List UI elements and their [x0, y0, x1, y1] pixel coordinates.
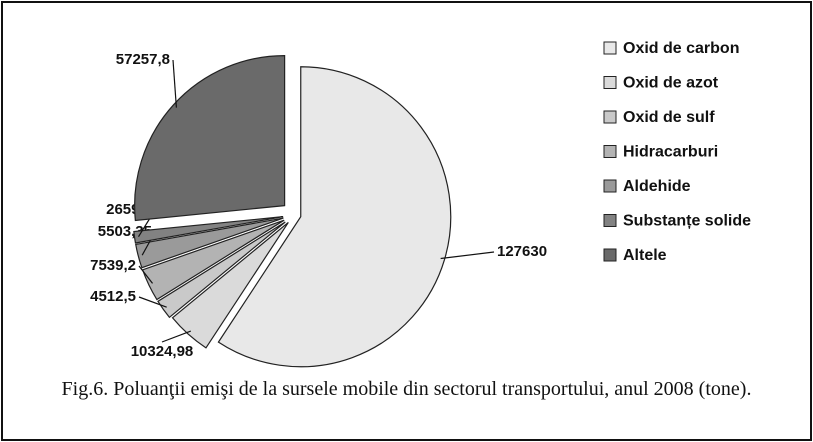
leader-line: [172, 59, 177, 108]
legend-label: Substanțe solide: [623, 213, 751, 230]
pie-slice: [133, 216, 284, 244]
legend-label: Aldehide: [623, 178, 691, 195]
legend-swatch: [603, 76, 617, 89]
pie-slice: [134, 55, 286, 222]
legend-swatch: [603, 179, 617, 193]
leader-line: [161, 330, 192, 343]
data-label: 7539,2: [90, 257, 136, 274]
legend-swatch: [603, 110, 617, 124]
data-label: 127630: [497, 243, 547, 260]
legend-swatch: [603, 145, 617, 158]
legend-swatch: [603, 214, 617, 227]
leader-line: [138, 296, 167, 308]
pie-slice: [157, 221, 286, 319]
pie-slice: [135, 217, 284, 269]
legend-label: Altele: [623, 247, 667, 264]
legend-label: Oxid de carbon: [623, 40, 739, 57]
data-label: 10324,98: [131, 343, 194, 360]
leader-line: [440, 251, 495, 260]
pie-slice: [217, 66, 452, 368]
legend-label: Oxid de azot: [623, 75, 719, 92]
leader-line: [138, 265, 154, 284]
data-label: 57257,8: [116, 51, 170, 68]
caption: Fig.6. Poluanţii emişi de la sursele mob…: [61, 378, 752, 400]
legend-label: Oxid de sulf: [623, 109, 715, 126]
data-label: 4512,5: [90, 288, 136, 305]
legend-swatch: [603, 248, 617, 262]
legend-label: Hidracarburi: [623, 144, 718, 161]
pie-slice: [171, 221, 289, 349]
legend-swatch: [603, 41, 617, 55]
